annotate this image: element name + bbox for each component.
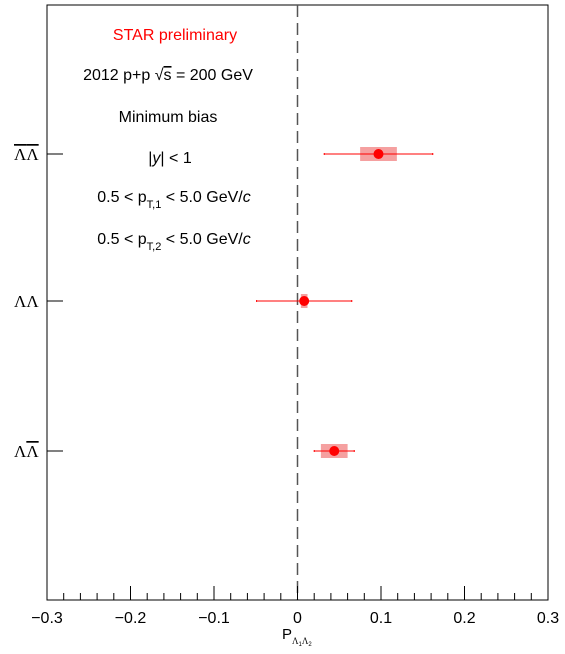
data-points — [256, 147, 434, 458]
y-axis-categories: ΛΛ ΛΛ ΛΛ — [14, 145, 63, 461]
collision-system-label: 2012 p+p √s = 200 GeV — [83, 67, 253, 84]
data-point-marker — [299, 296, 310, 306]
x-tick-label: −0.2 — [115, 610, 147, 627]
pt1-cut-label: 0.5 < pT,1 < 5.0 GeV/c — [97, 189, 250, 211]
x-tick-label: 0.2 — [453, 610, 475, 627]
x-tick-label: −0.1 — [198, 610, 230, 627]
data-point-marker — [329, 446, 340, 456]
pt2-cut-label: 0.5 < pT,2 < 5.0 GeV/c — [97, 231, 250, 253]
x-axis-ticks: −0.3 −0.2 −0.1 0 0.1 0.2 0.3 — [31, 586, 559, 627]
x-axis-title: PΛ1Λ2 — [282, 626, 312, 648]
y-category-label: ΛΛ — [14, 442, 39, 461]
minimum-bias-label: Minimum bias — [119, 109, 218, 126]
x-tick-label: 0.1 — [370, 610, 392, 627]
y-category-label: ΛΛ — [14, 292, 39, 311]
x-tick-label: 0 — [293, 610, 302, 627]
rapidity-cut-label: |y| < 1 — [148, 150, 192, 167]
x-tick-label: 0.3 — [537, 610, 559, 627]
x-tick-label: −0.3 — [31, 610, 63, 627]
y-category-label: ΛΛ — [14, 145, 39, 164]
star-preliminary-label: STAR preliminary — [113, 27, 237, 44]
data-point-marker — [373, 149, 384, 159]
